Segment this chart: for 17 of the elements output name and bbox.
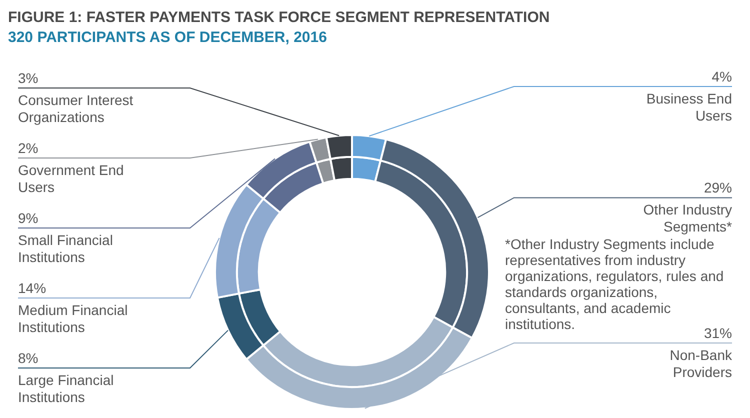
slice-label: Non-Bank Providers bbox=[670, 347, 733, 380]
slice-label: Large Financial Institutions bbox=[18, 372, 114, 405]
text: 29% bbox=[704, 180, 732, 196]
text: 4% bbox=[712, 68, 732, 84]
slice-label: Government End Users bbox=[18, 162, 124, 195]
slice-label: Small Financial Institutions bbox=[18, 232, 113, 265]
text: 3% bbox=[18, 70, 38, 86]
slice-label: Business End Users bbox=[646, 90, 732, 124]
chart-title: FIGURE 1: FASTER PAYMENTS TASK FORCE SEGMENT REPRESENTATION bbox=[8, 8, 551, 28]
text: 9% bbox=[18, 210, 38, 226]
slice-label: Medium Financial Institutions bbox=[18, 302, 128, 335]
slice-label: Consumer Interest Organizations bbox=[18, 92, 134, 125]
text: 8% bbox=[18, 350, 38, 366]
text: 2% bbox=[18, 140, 38, 156]
slice-label: Other Industry Segments* bbox=[643, 202, 733, 235]
text: 14% bbox=[18, 280, 46, 296]
chart-subtitle: 320 PARTICIPANTS AS OF DECEMBER, 2016 bbox=[8, 28, 328, 48]
